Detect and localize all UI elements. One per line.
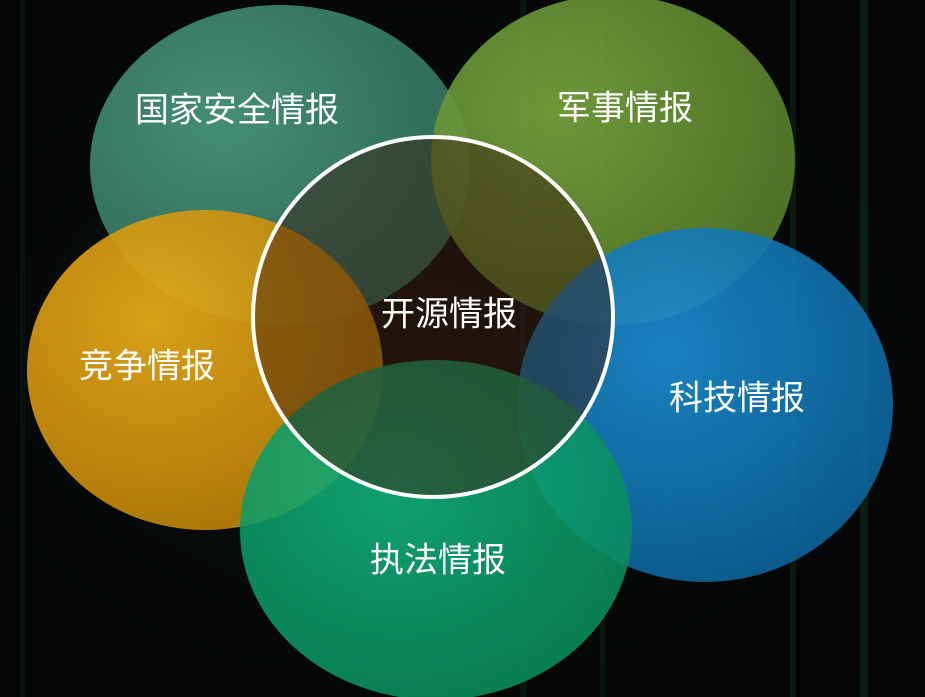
- center-label: 开源情报: [381, 295, 517, 335]
- node-label-competitive: 竞争情报: [79, 347, 215, 387]
- node-label-law-enforcement: 执法情报: [370, 541, 506, 581]
- node-label-science-technology: 科技情报: [669, 379, 805, 419]
- node-law-enforcement: [240, 360, 632, 697]
- node-label-national-security: 国家安全情报: [135, 91, 339, 131]
- node-label-military: 军事情报: [557, 89, 693, 129]
- center-circle: [251, 135, 615, 499]
- node-circle-law-enforcement: [240, 360, 632, 697]
